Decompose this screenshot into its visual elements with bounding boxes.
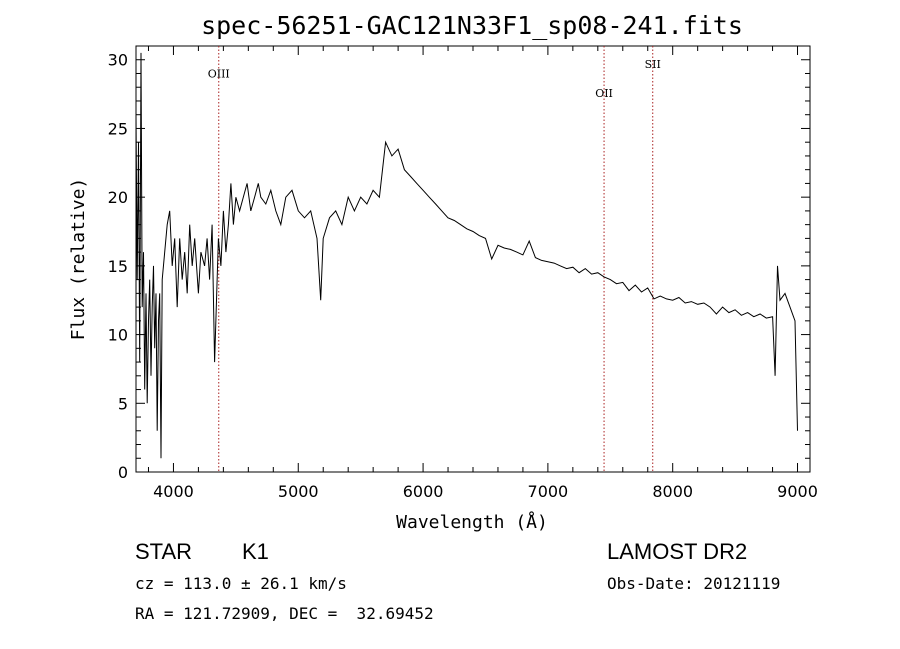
spectral-line-label: OIII (208, 68, 230, 81)
series-line (135, 52, 798, 459)
spectral-line-markers: OIII OII SII (208, 46, 661, 472)
survey-name: LAMOST DR2 (607, 539, 748, 564)
y-axis-label: Flux (relative) (68, 178, 89, 341)
y-tick-label: 20 (108, 188, 128, 207)
redshift-info: cz = 113.0 ± 26.1 km/s (135, 574, 347, 593)
x-tick-label: 4000 (153, 482, 194, 501)
object-class: STAR (135, 539, 193, 564)
x-tick-label: 6000 (403, 482, 444, 501)
y-tick-label: 10 (108, 326, 128, 345)
coordinates: RA = 121.72909, DEC = 32.69452 (135, 604, 434, 623)
x-tick-label: 8000 (652, 482, 693, 501)
chart-title: spec-56251-GAC121N33F1_sp08-241.fits (201, 11, 743, 40)
spectral-line-label: OII (595, 87, 613, 100)
axes: 4000 5000 6000 7000 8000 9000 0 5 10 15 20 25 30 (108, 46, 818, 501)
y-tick-label: 5 (118, 394, 128, 413)
spectral-line-label: SII (645, 58, 661, 71)
x-tick-label: 7000 (528, 482, 569, 501)
y-tick-label: 30 (108, 51, 128, 70)
y-tick-label: 0 (118, 463, 128, 482)
x-tick-label: 9000 (777, 482, 818, 501)
obs-date: Obs-Date: 20121119 (607, 574, 781, 593)
x-axis-label: Wavelength (Å) (396, 511, 548, 533)
y-tick-label: 15 (108, 257, 128, 276)
plot-frame (135, 45, 811, 473)
x-tick-label: 5000 (278, 482, 319, 501)
y-tick-label: 25 (108, 119, 128, 138)
subclass: K1 (242, 539, 269, 564)
